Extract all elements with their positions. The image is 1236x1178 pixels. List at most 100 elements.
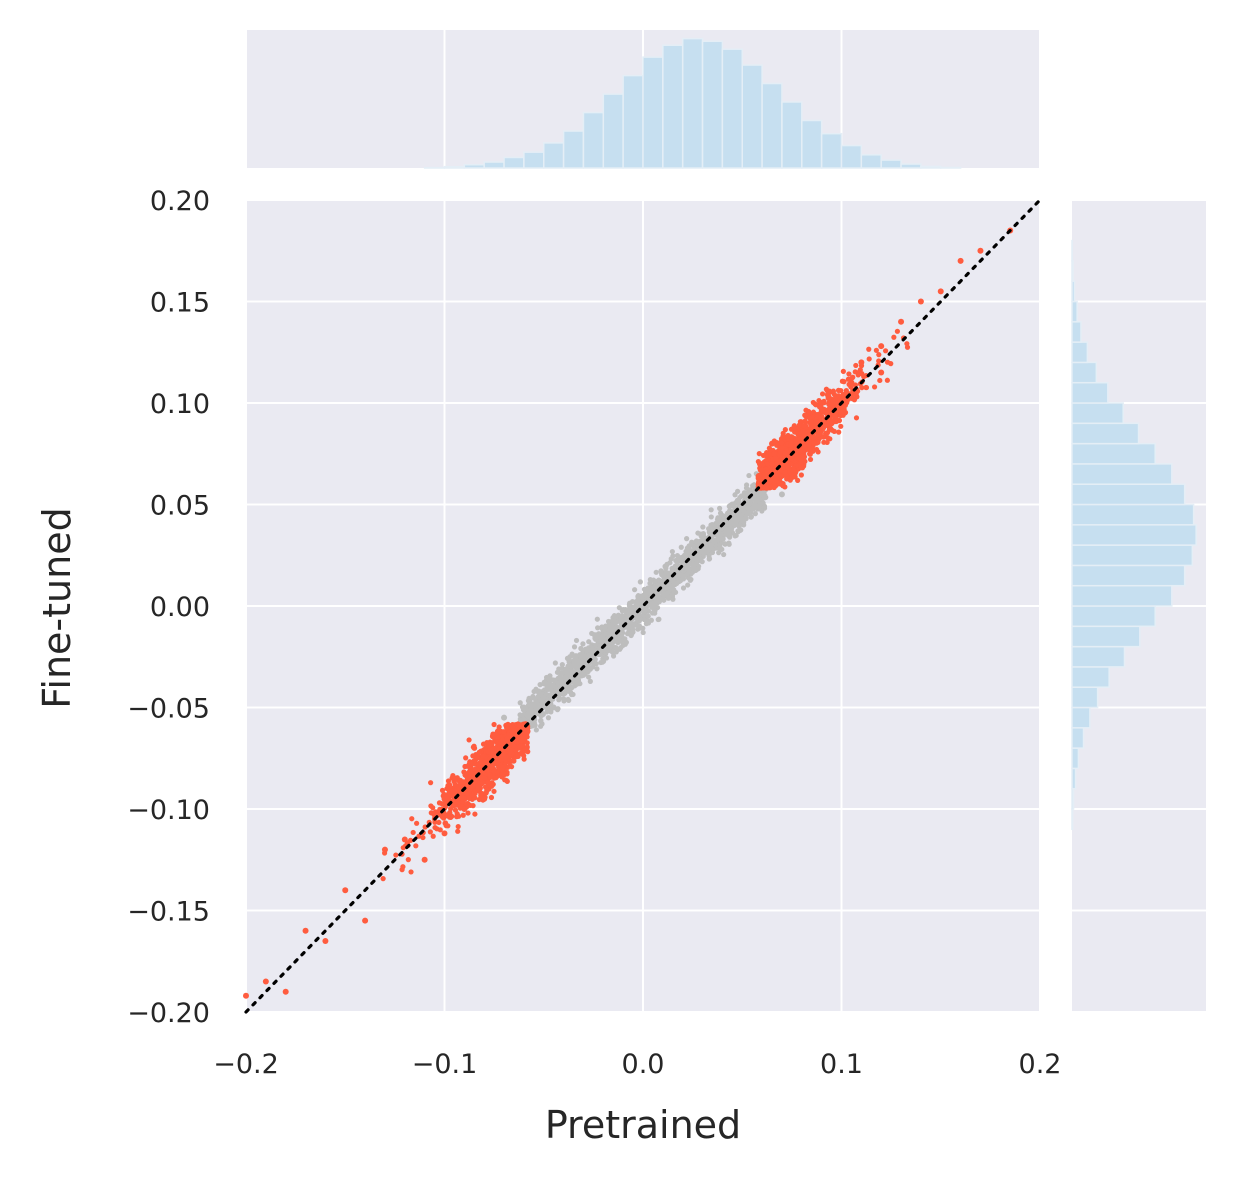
point-highlight <box>480 753 486 760</box>
point-highlight <box>773 455 779 461</box>
data-point-highlight <box>937 288 944 295</box>
data-point-highlight <box>501 755 508 762</box>
y-tick-label: −0.10 <box>127 795 210 826</box>
y-tick-label: 0.00 <box>150 592 210 623</box>
point-highlight <box>472 778 478 784</box>
point-highlight <box>488 774 494 780</box>
point-highlight <box>449 775 455 781</box>
point-other <box>665 570 671 576</box>
point-highlight <box>785 433 791 439</box>
data-point-highlight <box>798 430 805 437</box>
point-highlight <box>432 824 438 831</box>
point-highlight <box>841 379 847 385</box>
point-other <box>559 661 565 668</box>
right-hist-bar <box>1071 422 1140 445</box>
point-highlight <box>802 412 808 418</box>
data-point-highlight <box>769 440 776 447</box>
point-highlight <box>469 784 475 790</box>
data-point-highlight <box>441 830 448 837</box>
top-hist-bar <box>920 165 942 169</box>
point-highlight <box>524 740 530 746</box>
right-hist-bar <box>1071 463 1173 485</box>
top-hist-bar <box>860 154 882 169</box>
point-highlight <box>888 361 894 367</box>
point-highlight <box>849 392 856 398</box>
point-highlight <box>456 785 462 791</box>
top-hist-bar <box>523 151 545 169</box>
y-axis-ticks: −0.20 −0.15 −0.10 −0.05 0.00 0.05 0.10 0.15 0.20 <box>127 186 210 1029</box>
point-other <box>684 536 690 542</box>
point-other <box>618 614 624 620</box>
point-other <box>736 515 742 521</box>
point-other <box>561 690 568 697</box>
point-highlight <box>773 472 779 478</box>
point-other <box>552 660 558 666</box>
point-other <box>691 561 697 567</box>
main-scatter-plot <box>243 198 1042 1014</box>
top-hist-bar <box>463 163 485 169</box>
point-other <box>546 676 552 683</box>
point-other <box>673 557 679 564</box>
point-other <box>529 695 535 701</box>
y-tick-label: 0.05 <box>150 491 210 522</box>
point-other <box>599 624 605 630</box>
point-highlight <box>452 798 458 805</box>
point-highlight <box>408 869 414 875</box>
point-other <box>571 644 578 650</box>
point-highlight <box>811 440 817 446</box>
point-other <box>611 613 617 619</box>
point-other <box>520 716 527 722</box>
point-other <box>636 623 642 629</box>
top-hist-bar <box>721 48 744 169</box>
point-highlight <box>511 728 517 734</box>
right-hist-bar <box>1071 787 1075 810</box>
point-other <box>600 658 607 664</box>
point-highlight <box>457 777 464 783</box>
point-other <box>627 600 633 606</box>
right-hist-bar <box>1071 666 1110 688</box>
right-hist-bar <box>1071 605 1156 628</box>
top-marginal-histogram <box>245 30 1041 169</box>
point-other <box>664 590 671 596</box>
point-other <box>617 634 624 640</box>
top-hist-bar <box>801 119 823 169</box>
data-point-other <box>540 694 547 701</box>
right-hist-bar <box>1071 524 1197 546</box>
point-other <box>534 704 540 710</box>
point-highlight <box>416 833 422 839</box>
point-highlight <box>821 439 827 445</box>
point-other <box>750 483 756 489</box>
point-other <box>524 712 530 718</box>
y-tick-label: 0.20 <box>150 186 210 217</box>
top-hist-bar <box>701 40 724 169</box>
point-other <box>726 541 732 547</box>
point-highlight <box>414 820 420 826</box>
point-highlight <box>830 398 837 404</box>
data-point-other <box>501 714 508 721</box>
point-other <box>597 638 603 644</box>
point-highlight <box>516 722 522 728</box>
data-point-other <box>729 501 736 508</box>
point-other <box>633 599 639 605</box>
point-highlight <box>427 829 433 835</box>
point-other <box>607 640 613 646</box>
data-point-highlight <box>401 836 408 843</box>
point-other <box>517 700 523 706</box>
data-point-highlight <box>441 795 448 802</box>
point-other <box>661 597 667 603</box>
data-point-other <box>778 491 785 498</box>
point-other <box>641 608 647 614</box>
point-highlight <box>486 741 492 747</box>
point-other <box>587 647 593 653</box>
point-other <box>670 596 676 602</box>
point-highlight <box>478 791 484 797</box>
point-other <box>723 531 729 537</box>
data-point-highlight <box>322 937 329 944</box>
point-highlight <box>810 435 816 441</box>
point-other <box>680 585 687 591</box>
point-other <box>696 555 702 561</box>
point-highlight <box>481 775 488 781</box>
point-highlight <box>446 814 453 820</box>
point-highlight <box>462 772 468 778</box>
point-other <box>545 715 552 721</box>
